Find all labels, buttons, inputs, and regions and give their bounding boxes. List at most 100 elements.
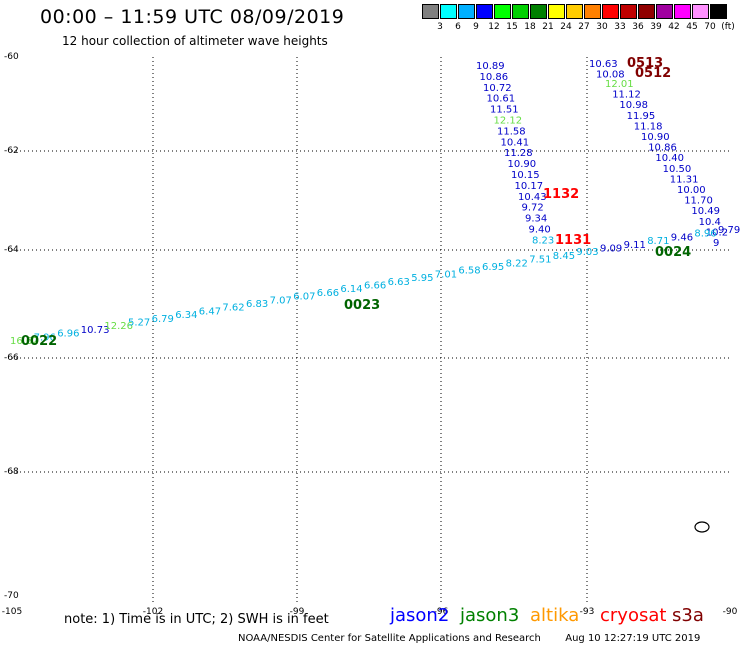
swh-value: 9.09	[600, 244, 622, 255]
legend-swatch	[656, 4, 673, 19]
swh-value: 16.62	[10, 336, 39, 347]
pass-time-label: 1131	[555, 233, 591, 248]
swh-value: 6.47	[199, 306, 221, 317]
swh-value: 11.51	[490, 105, 519, 116]
swh-value: 12.12	[494, 116, 523, 127]
satellite-name: jason3	[460, 605, 520, 626]
legend-label: (ft)	[721, 22, 735, 32]
legend-swatch	[458, 4, 475, 19]
legend-label: 45	[686, 22, 698, 32]
legend-swatch	[530, 4, 547, 19]
swh-value: 9.46	[671, 232, 693, 243]
x-tick-label: -105	[2, 607, 22, 617]
pass-time-label: 0022	[21, 334, 57, 349]
swh-value: 9.03	[576, 247, 598, 258]
swh-value: 10.4	[699, 217, 721, 228]
swh-value: 9.34	[525, 214, 547, 225]
legend-label: 30	[596, 22, 608, 32]
legend-swatch	[692, 4, 709, 19]
swh-value: 10.2	[706, 227, 728, 238]
swh-value: 10.98	[619, 100, 648, 111]
swh-value: 11.31	[670, 174, 699, 185]
swh-value: 6.83	[246, 299, 268, 310]
legend-swatch	[566, 4, 583, 19]
legend-label: 70	[704, 22, 716, 32]
legend-label: 3	[437, 22, 443, 32]
swh-value: 8.23	[532, 235, 554, 246]
swh-value: 10.15	[511, 170, 540, 181]
swh-value: 5.27	[128, 318, 150, 329]
legend-label: 21	[542, 22, 554, 32]
tick-labels: -105 -102 -99 -96 -93 -90 -60 -62 -64 -66 -68 -70	[2, 52, 738, 617]
swh-value: 10.50	[663, 164, 692, 175]
swh-value: 9.11	[624, 240, 646, 251]
swh-value: 5.95	[411, 273, 433, 284]
swh-value: 10.72	[483, 83, 512, 94]
swh-value: 10.40	[655, 153, 684, 164]
legend-label: 33	[614, 22, 626, 32]
pass-time-label: 0513	[627, 56, 663, 71]
swh-value: 6.14	[340, 284, 362, 295]
swh-value: 8.45	[553, 251, 575, 262]
swh-value: 11.95	[627, 111, 656, 122]
swh-value: 7.51	[529, 255, 551, 266]
swh-value: 11.70	[684, 196, 713, 207]
wave-height-legend: 3 6 9 12 15 18 21 24 27 30 33 36 39 42 45 70 (ft)	[422, 4, 740, 36]
swh-value: 12.26	[104, 321, 133, 332]
x-tick-label: -93	[580, 607, 595, 617]
legend-swatch	[674, 4, 691, 19]
swh-value: 8.22	[506, 258, 528, 269]
legend-label: 27	[578, 22, 590, 32]
swh-value: 9	[713, 238, 719, 249]
y-tick-label: -68	[4, 467, 19, 477]
credit-text: NOAA/NESDIS Center for Satellite Applica…	[238, 633, 541, 644]
swh-value: 10.90	[641, 132, 670, 143]
pass-time-label: 0512	[635, 66, 671, 81]
swh-value: 12.01	[605, 79, 634, 90]
legend-label: 12	[488, 22, 500, 32]
swh-value: 6.95	[482, 262, 504, 273]
legend-swatch	[494, 4, 511, 19]
swh-value: 7.62	[222, 303, 244, 314]
swh-value: 6.63	[388, 277, 410, 288]
footer-note: note: 1) Time is in UTC; 2) SWH is in fe…	[64, 612, 329, 627]
swh-value: 6.66	[317, 288, 339, 299]
swh-value: 6.07	[293, 292, 315, 303]
island-outline	[694, 521, 710, 533]
y-tick-label: -60	[4, 52, 19, 62]
swh-value: 10.86	[648, 143, 677, 154]
legend-swatch	[710, 4, 727, 19]
swh-value: 10.41	[501, 137, 530, 148]
swh-value: 6.66	[364, 281, 386, 292]
y-tick-label: -70	[4, 591, 19, 601]
legend-swatch	[602, 4, 619, 19]
swh-value: 10.61	[487, 94, 516, 105]
y-tick-label: -62	[4, 146, 19, 156]
credit-timestamp: Aug 10 12:27:19 UTC 2019	[565, 633, 701, 644]
swh-value: 10.63	[589, 59, 618, 70]
y-tick-label: -66	[4, 353, 19, 363]
map-subtitle: 12 hour collection of altimeter wave hei…	[62, 34, 328, 48]
legend-label: 6	[455, 22, 461, 32]
map-title: 00:00 – 11:59 UTC 08/09/2019	[40, 6, 345, 28]
swh-value: 6.34	[175, 310, 197, 321]
x-tick-label: -102	[143, 607, 163, 617]
pass-time-label: 0023	[344, 298, 380, 313]
legend-label: 42	[668, 22, 680, 32]
legend-label: 36	[632, 22, 644, 32]
legend-swatch	[638, 4, 655, 19]
satellite-name: altika	[530, 605, 580, 626]
plot-area	[7, 56, 733, 605]
satellite-name: s3a	[672, 605, 704, 626]
legend-swatch	[584, 4, 601, 19]
swh-value: 7.01	[435, 269, 457, 280]
swh-value: 10.86	[480, 72, 509, 83]
y-tick-label: -64	[4, 245, 19, 255]
legend-label: 18	[524, 22, 536, 32]
swh-tracks: 10.8910.8610.7210.6111.5112.1211.5810.41…	[10, 59, 740, 347]
swh-value: 11.58	[497, 126, 526, 137]
swh-value: 10.49	[691, 206, 720, 217]
legend-swatch	[476, 4, 493, 19]
